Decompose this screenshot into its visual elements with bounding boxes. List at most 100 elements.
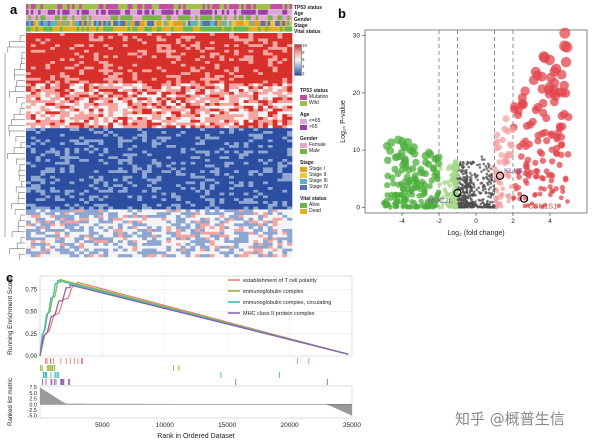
heatmap-cell: [175, 122, 182, 126]
heatmap-cell: [74, 237, 80, 241]
heatmap-cell: [132, 187, 138, 191]
heatmap-cell: [69, 52, 75, 56]
heatmap-cell: [127, 226, 133, 230]
heatmap-cell: [243, 206, 249, 210]
heatmap-cell: [287, 55, 293, 59]
annotation-cell: [79, 9, 82, 15]
heatmap-cell: [262, 89, 269, 93]
heatmap-cell: [146, 254, 153, 258]
heatmap-cell: [26, 89, 32, 93]
heatmap-cell: [248, 108, 254, 112]
annotation-cell: [178, 15, 182, 21]
heatmap-cell: [108, 159, 114, 163]
heatmap-cell: [40, 66, 46, 70]
heatmap-cell: [113, 139, 119, 143]
heatmap-cell: [84, 103, 90, 107]
heatmap-cell: [117, 136, 124, 140]
heatmap-cell: [258, 234, 264, 238]
heatmap-cell: [190, 131, 196, 135]
heatmap-cell: [35, 142, 41, 146]
heatmap-cell: [224, 147, 230, 151]
heatmap-cell: [50, 38, 56, 42]
heatmap-cell: [26, 139, 32, 143]
heatmap-cell: [195, 100, 201, 104]
heatmap-cell: [282, 89, 288, 93]
heatmap-cell: [214, 33, 220, 37]
heatmap-cell: [45, 136, 51, 140]
heatmap-cell: [243, 189, 249, 193]
heatmap-cell: [267, 108, 273, 112]
heatmap-cell: [287, 254, 293, 258]
heatmap-cell: [88, 61, 95, 65]
dendrogram-branch: [13, 113, 25, 120]
heatmap-cell: [103, 55, 109, 59]
heatmap-cell: [185, 159, 191, 163]
heatmap-cell: [214, 133, 220, 137]
heatmap-cell: [84, 201, 90, 205]
heatmap-cell: [137, 206, 143, 210]
heatmap-cell: [103, 195, 109, 199]
heatmap-cell: [190, 215, 196, 219]
annotation-cell: [277, 9, 281, 15]
heatmap-cell: [200, 103, 206, 107]
heatmap-cell: [287, 175, 293, 179]
heatmap-cell: [113, 150, 119, 154]
heatmap-cell: [209, 89, 215, 93]
annotation-cell: [238, 9, 242, 15]
heatmap-cell: [267, 72, 273, 76]
heatmap-cell: [277, 61, 283, 65]
heatmap-cell: [122, 55, 128, 59]
heatmap-cell: [151, 86, 157, 90]
heatmap-cell: [50, 153, 56, 157]
heatmap-cell: [93, 206, 99, 210]
dendrogram-branch: [20, 214, 25, 221]
heatmap-cell: [161, 147, 167, 151]
heatmap-cell: [282, 133, 288, 137]
heatmap-cell: [229, 100, 235, 104]
heatmap-cell: [84, 114, 90, 118]
heatmap-cell: [166, 201, 172, 205]
heatmap-cell: [117, 89, 124, 93]
heatmap-cell: [287, 234, 293, 238]
heatmap-cell: [142, 206, 148, 210]
heatmap-cell: [59, 189, 65, 193]
heatmap-cell: [122, 49, 128, 53]
heatmap-cell: [69, 128, 75, 132]
heatmap-cell: [45, 111, 51, 115]
heatmap-cell: [137, 167, 143, 171]
heatmap-cell: [103, 131, 109, 135]
heatmap-cell: [59, 240, 65, 244]
dendrogram-branch: [9, 91, 25, 98]
heatmap-cell: [214, 234, 220, 238]
heatmap-cell: [229, 108, 235, 112]
heatmap-cell: [98, 192, 104, 196]
heatmap-cell: [248, 248, 254, 252]
heatmap-cell: [84, 203, 90, 207]
heatmap-cell: [127, 184, 133, 188]
heatmap-cell: [238, 94, 244, 98]
heatmap-cell: [113, 156, 119, 160]
heatmap-cell: [35, 161, 41, 165]
heatmap-cell: [185, 89, 191, 93]
heatmap-cell: [195, 136, 201, 140]
heatmap-cell: [166, 254, 172, 258]
heatmap-cell: [272, 229, 278, 233]
heatmap-cell: [233, 83, 240, 87]
heatmap-cell: [55, 91, 61, 95]
heatmap-cell: [26, 105, 32, 109]
heatmap-cell: [258, 209, 264, 213]
heatmap-cell: [98, 167, 104, 171]
heatmap-cell: [45, 192, 51, 196]
heatmap-cell: [26, 181, 32, 185]
heatmap-cell: [262, 173, 269, 177]
heatmap-cell: [248, 38, 254, 42]
heatmap-cell: [117, 97, 124, 101]
heatmap-cell: [79, 66, 85, 70]
heatmap-cell: [200, 117, 206, 121]
heatmap-cell: [166, 170, 172, 174]
heatmap-cell: [35, 156, 41, 160]
annotation-cell: [52, 15, 56, 21]
heatmap-cell: [243, 142, 249, 146]
annotation-cell: [50, 26, 53, 32]
heatmap-cell: [190, 170, 196, 174]
